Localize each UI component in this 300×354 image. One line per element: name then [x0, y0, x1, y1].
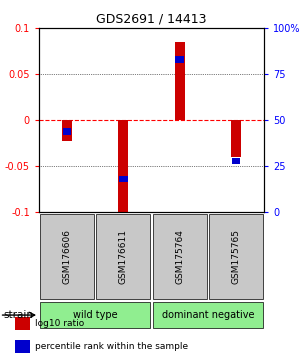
Bar	[175, 42, 185, 120]
Title: GDS2691 / 14413: GDS2691 / 14413	[96, 13, 207, 26]
Text: wild type: wild type	[73, 310, 118, 320]
Bar	[232, 158, 240, 164]
Bar	[153, 302, 263, 328]
Bar	[209, 214, 263, 299]
Bar	[62, 120, 72, 141]
Text: GSM175764: GSM175764	[175, 229, 184, 284]
Bar	[40, 302, 150, 328]
Bar	[231, 120, 241, 157]
Bar	[96, 214, 150, 299]
Text: GSM176606: GSM176606	[63, 229, 72, 284]
Text: dominant negative: dominant negative	[161, 310, 254, 320]
Bar	[118, 120, 128, 214]
Text: GSM176611: GSM176611	[119, 229, 128, 284]
Bar	[15, 340, 29, 353]
Text: GSM175765: GSM175765	[231, 229, 240, 284]
Bar	[63, 128, 71, 135]
Text: percentile rank within the sample: percentile rank within the sample	[35, 342, 188, 351]
Bar	[15, 317, 29, 330]
Bar	[40, 214, 94, 299]
Bar	[119, 176, 128, 183]
Text: strain: strain	[3, 310, 33, 320]
Text: log10 ratio: log10 ratio	[35, 319, 85, 328]
Bar	[175, 56, 184, 63]
Bar	[153, 214, 207, 299]
